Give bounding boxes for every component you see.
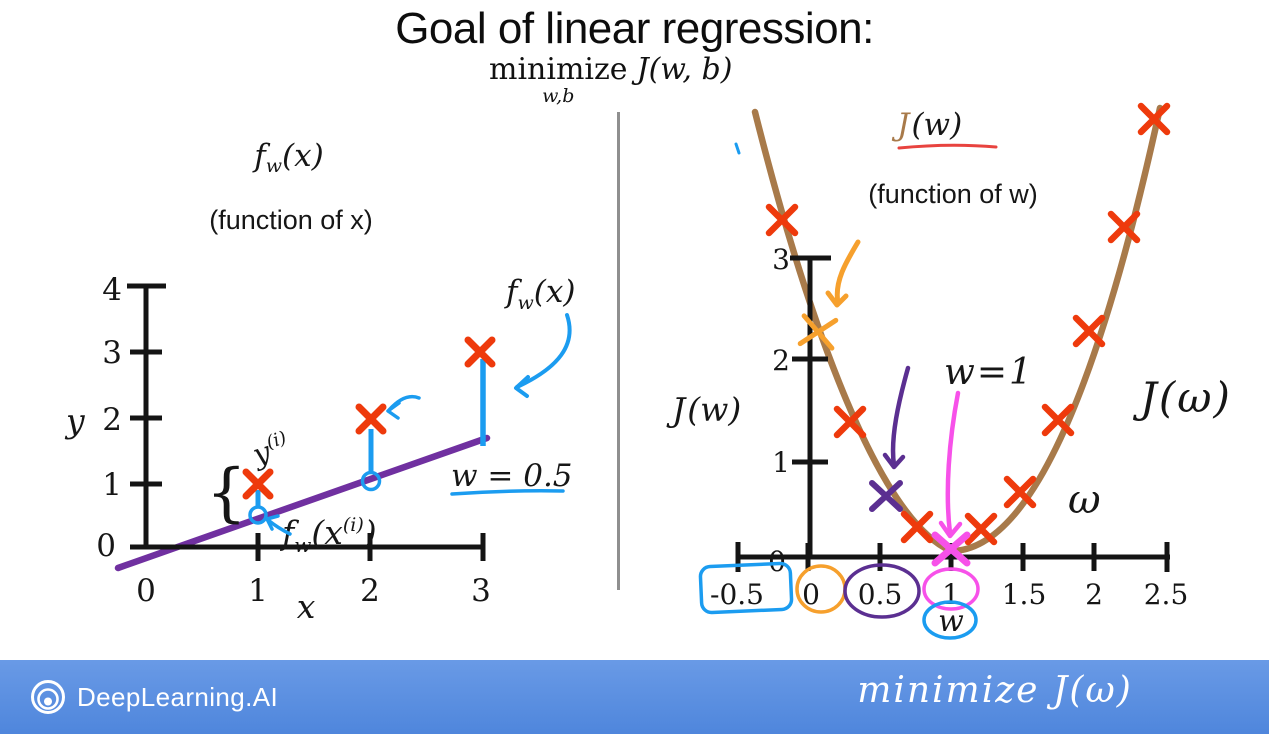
y-tick-label-4: 4 (102, 272, 122, 308)
y-tick-label-1: 1 (772, 446, 790, 479)
orange-x-mark (797, 313, 839, 351)
right-chart-title: J(w) (891, 107, 962, 143)
right-y-axis-title: J(w) (666, 390, 741, 429)
cost-x-mark (765, 203, 799, 237)
orange-arrow (834, 239, 861, 306)
magenta-x-mark (931, 531, 971, 567)
error-brace: { (206, 456, 247, 530)
x-tick-label-25: 2.5 (1144, 578, 1189, 611)
magenta-annotation: w=1 (922, 352, 1034, 611)
cost-x-mark (1072, 314, 1106, 348)
objective-formula: minimize w,b J(w, b) (489, 55, 732, 106)
y-axis-title: y (64, 401, 85, 440)
x-tick-label-05: 0.5 (858, 578, 903, 611)
y-tick-label-1: 1 (102, 467, 122, 503)
minimize-operator: minimize w,b (489, 55, 628, 106)
cost-x-mark (900, 510, 934, 544)
w-axis-title: w (938, 604, 964, 639)
y-tick-label-0: 0 (96, 528, 116, 564)
x-tick-label-2: 2 (360, 573, 380, 609)
footer-handwritten-objective: minimize J(ω) (857, 670, 1133, 711)
minimize-label: minimize (489, 52, 628, 87)
cost-x-mark (1003, 475, 1037, 509)
y-tick-label-0: 0 (768, 545, 786, 578)
blue-box-m05 (698, 561, 794, 615)
y-tick-label-2: 2 (102, 402, 122, 438)
error-stems (248, 359, 486, 525)
w-value-underline (450, 489, 565, 496)
omega-handwritten: ω (1068, 477, 1101, 523)
purple-arrow (890, 365, 911, 468)
w-equals-1-label: w=1 (944, 352, 1034, 393)
orange-arrowhead (825, 290, 849, 308)
divider-line (617, 112, 620, 590)
magenta-circle-1 (922, 567, 980, 611)
x-tick-label-2: 2 (1085, 578, 1103, 611)
w-value-label: w = 0.5 (451, 458, 573, 494)
f-of-x-label: fw(x) (504, 274, 575, 314)
stray-blue-mark (734, 142, 741, 155)
training-x-mark-3 (464, 336, 496, 368)
brand: DeepLearning.AI (26, 675, 278, 719)
right-chart-subtitle: (function of w) (868, 179, 1038, 209)
x-tick-label-1: 1 (248, 573, 268, 609)
cost-expression: J(w, b) (636, 52, 733, 87)
x-tick-label-3: 3 (471, 573, 491, 609)
y-tick-label-3: 3 (102, 335, 122, 371)
deeplearning-logo-icon (31, 680, 65, 714)
y-target-label: y(i) (246, 427, 293, 472)
right-tick-labels: 3 2 1 0 -0.5 0 0.5 1 1.5 2 2.5 (710, 243, 1188, 611)
training-x-mark-2 (355, 403, 387, 435)
x-tick-label-m05: -0.5 (710, 578, 764, 611)
purple-annotation (869, 365, 911, 512)
right-chart: J(w) (function of w) (666, 102, 1232, 640)
cost-x-mark (1107, 210, 1141, 244)
brand-name: DeepLearning.AI (77, 681, 279, 712)
training-x-mark-1 (242, 468, 274, 500)
orange-annotation (797, 239, 861, 351)
minimize-subscript: w,b (542, 85, 575, 107)
training-points (242, 336, 496, 500)
footer-bar: DeepLearning.AI minimize J(ω) (0, 660, 1269, 734)
left-chart-title: fw(x) (252, 138, 323, 177)
purple-x-mark (869, 480, 903, 512)
charts-canvas: fw(x) (function of x) 4 3 2 1 (64, 102, 1232, 640)
left-axes (127, 283, 486, 561)
right-axes (735, 255, 1170, 572)
x-tick-label-0: 0 (136, 573, 156, 609)
point2-arrow (386, 394, 421, 420)
blue-circle-w (922, 600, 978, 640)
x-tick-label-15: 1.5 (1002, 578, 1047, 611)
x-tick-label-0: 0 (802, 578, 820, 611)
slide-title: Goal of linear regression: (395, 4, 874, 53)
magenta-arrow (938, 390, 963, 539)
prediction-circle-1 (248, 505, 268, 525)
cost-x-mark (833, 405, 867, 439)
x-axis-title: x (297, 587, 316, 626)
cost-points (765, 102, 1171, 546)
left-chart-subtitle: (function of x) (209, 205, 373, 235)
prediction-arrow (265, 514, 292, 536)
cost-x-mark (1137, 102, 1171, 136)
y-tick-label-2: 2 (772, 344, 790, 377)
y-tick-label-3: 3 (772, 243, 790, 276)
title-red-underline (897, 143, 998, 150)
cost-x-mark (964, 512, 998, 546)
purple-circle-05 (843, 563, 921, 619)
j-of-w-handwritten: J(ω) (1132, 373, 1232, 422)
left-chart: fw(x) (function of x) 4 3 2 1 (64, 138, 575, 626)
y-target-annotation: y(i) (246, 427, 293, 472)
prediction-circle-2 (360, 470, 382, 492)
f-of-x-arrow (514, 313, 572, 398)
f-prediction-label: fw(x(i)) (279, 513, 377, 557)
cost-x-mark (1041, 403, 1075, 437)
left-tick-labels: 4 3 2 1 0 0 1 2 3 (96, 272, 491, 609)
purple-arrowhead (882, 452, 906, 470)
